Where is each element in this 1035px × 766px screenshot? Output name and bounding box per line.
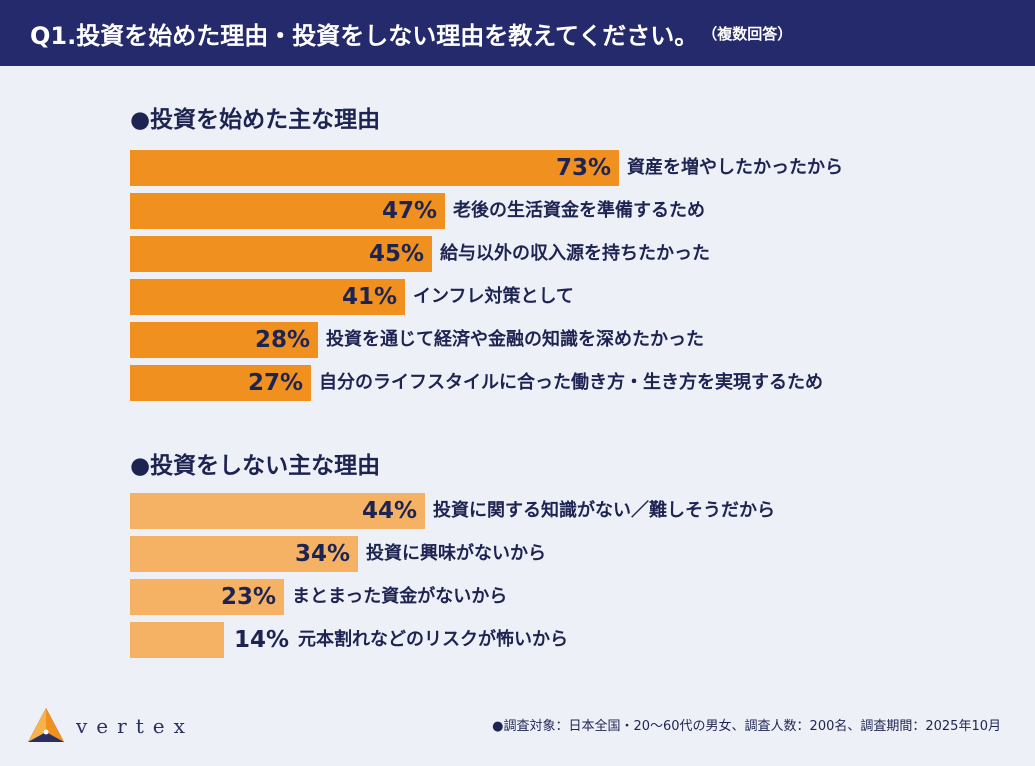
bar-category-label-1-1: 資産を増やしたかったから: [627, 157, 843, 178]
bar-2-1: [130, 493, 425, 529]
vertex-logo-icon: [28, 708, 64, 742]
bar-category-label-1-5: 投資を通じて経済や金融の知識を深めたかった: [326, 329, 704, 350]
bar-2-2: [130, 536, 358, 572]
section-title-start-reasons: ●投資を始めた主な理由: [130, 107, 381, 133]
bar-chart-area: 73% 資産を増やしたかったから 47% 老後の生活資金を準備するため 45% 給与以外の…: [130, 0, 1010, 766]
vertex-logo: vertex: [26, 706, 194, 746]
bar-1-1: [130, 150, 619, 186]
bar-value-label-2-2: 34%: [294, 541, 350, 567]
bar-category-label-2-4: 元本割れなどのリスクが怖いから: [298, 629, 568, 650]
bar-value-label-2-4: 14%: [234, 627, 290, 653]
bar-category-label-2-3: まとまった資金がないから: [292, 586, 508, 607]
bar-category-label-2-2: 投資に興味がないから: [366, 543, 546, 564]
survey-footnote: ●調査対象：日本全国・20～60代の男女、調査人数：200名、調査期間：2025…: [492, 719, 1001, 734]
bar-category-label-2-1: 投資に関する知識がない／難しそうだから: [433, 500, 775, 521]
page-title: Q1.投資を始めた理由・投資をしない理由を教えてください。: [30, 21, 699, 50]
bar-value-label-2-1: 44%: [361, 498, 417, 524]
bar-1-6: [130, 365, 311, 401]
bar-value-label-1-4: 41%: [341, 284, 397, 310]
section-title-no-invest-reasons: ●投資をしない主な理由: [130, 453, 381, 479]
bar-category-label-1-4: インフレ対策として: [413, 286, 574, 307]
bar-value-label-1-1: 73%: [555, 155, 611, 181]
bar-1-5: [130, 322, 318, 358]
bar-2-3: [130, 579, 284, 615]
header-bar: Q1.投資を始めた理由・投資をしない理由を教えてください。 （複数回答）: [0, 0, 1035, 66]
bar-category-label-1-2: 老後の生活資金を準備するため: [453, 200, 705, 221]
bar-value-label-1-6: 27%: [247, 370, 303, 396]
bar-category-label-1-3: 給与以外の収入源を持ちたかった: [440, 243, 710, 264]
bar-value-label-2-3: 23%: [220, 584, 276, 610]
page-title-note: （複数回答）: [702, 24, 793, 43]
bar-2-4: [130, 622, 224, 658]
bar-1-2: [130, 193, 445, 229]
bar-value-label-1-5: 28%: [254, 327, 310, 353]
bar-value-label-1-3: 45%: [368, 241, 424, 267]
bar-1-3: [130, 236, 432, 272]
vertex-wordmark: vertex: [76, 714, 194, 738]
bar-value-label-1-2: 47%: [381, 198, 437, 224]
bar-category-label-1-6: 自分のライフスタイルに合った働き方・生き方を実現するため: [319, 372, 823, 393]
bar-1-4: [130, 279, 405, 315]
